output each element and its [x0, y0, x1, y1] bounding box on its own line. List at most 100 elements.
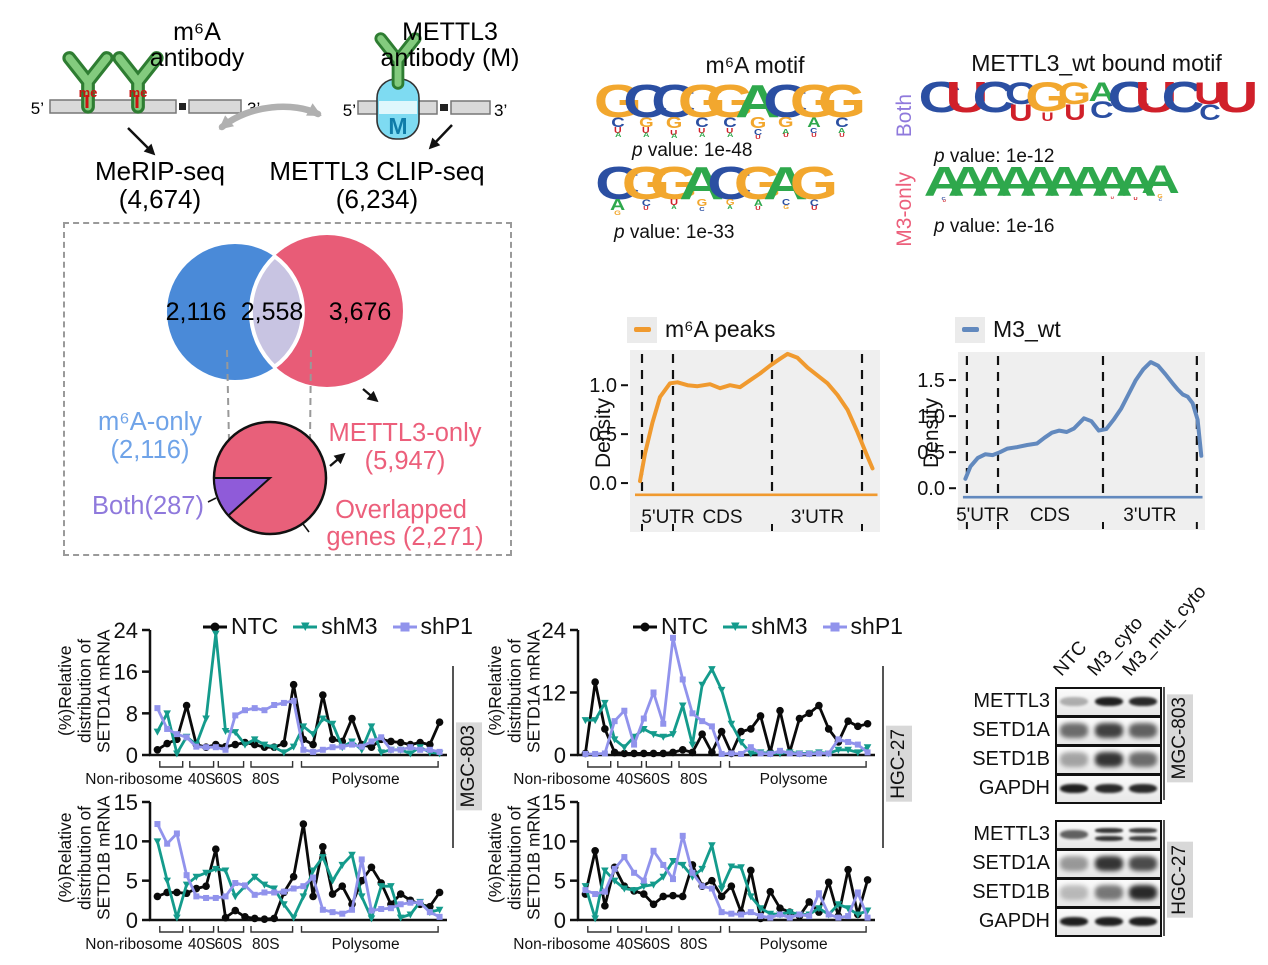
- mgc803-group-line: [452, 666, 454, 848]
- marker-shM3: [844, 746, 852, 754]
- marker-NTC: [708, 748, 716, 757]
- venn-pie-panel: 2,116 2,558 3,676 m⁶A-only (2,116) METTL…: [92, 235, 484, 551]
- marker-shM3: [698, 681, 706, 689]
- marker-shM3: [727, 863, 736, 871]
- marker-NTC: [396, 738, 405, 747]
- marker-shP1: [640, 877, 647, 884]
- motif-letter-stack: A: [1067, 158, 1109, 205]
- marker-NTC: [649, 900, 658, 909]
- marker-shP1: [631, 741, 638, 748]
- marker-shP1: [280, 699, 287, 706]
- marker-shM3: [270, 885, 278, 893]
- marker-shM3: [834, 901, 843, 909]
- blot-band: [1129, 885, 1157, 900]
- blot-strip-setd1a: [1055, 716, 1162, 746]
- marker-NTC: [289, 872, 298, 881]
- marker-shM3: [581, 717, 590, 725]
- marker-NTC: [756, 712, 765, 720]
- marker-shP1: [650, 689, 657, 696]
- blot-band: [1060, 917, 1088, 926]
- svg-text:0: 0: [554, 743, 566, 768]
- marker-NTC: [270, 914, 278, 923]
- marker-NTC: [299, 820, 308, 828]
- marker-NTC: [396, 890, 405, 898]
- marker-NTC: [435, 718, 444, 726]
- marker-shM3: [153, 728, 162, 736]
- mettl3-antibody-title-1: METTL3: [402, 18, 498, 46]
- marker-NTC: [630, 749, 638, 758]
- merip-seq-count: (4,674): [119, 184, 201, 214]
- me-tag: me: [129, 85, 148, 100]
- marker-shP1: [689, 710, 696, 717]
- marker-shP1: [825, 911, 832, 918]
- marker-shM3: [299, 893, 308, 901]
- legend-label: m⁶A peaks: [665, 316, 776, 342]
- marker-shM3: [834, 746, 843, 754]
- marker-shP1: [339, 743, 346, 750]
- arrow-to-merip: [127, 127, 156, 156]
- marker-NTC: [620, 749, 629, 758]
- svg-text:CDS: CDS: [1030, 505, 1070, 526]
- marker-shM3: [319, 854, 327, 862]
- both-motif-side-label: Both: [893, 94, 916, 138]
- setd1b-hgc27-chart: 0 5 10 15 Non-ribosome 40S 60S 80S Polysome: [513, 790, 875, 953]
- marker-shM3: [717, 885, 726, 893]
- marker-NTC: [747, 866, 755, 875]
- marker-shP1: [854, 741, 861, 748]
- marker-shP1: [241, 707, 248, 714]
- blot-band: [1094, 697, 1123, 706]
- mgc803-group-label: MGC-803: [456, 722, 482, 811]
- marker-shM3: [280, 901, 288, 909]
- marker-shM3: [396, 914, 405, 922]
- marker-shP1: [232, 712, 239, 719]
- marker-shM3: [173, 750, 181, 758]
- svg-text:15: 15: [114, 790, 138, 815]
- svg-text:CDS: CDS: [702, 507, 742, 528]
- both-label: Both(287): [92, 492, 204, 520]
- blot-band: [1060, 856, 1088, 871]
- five-prime-label: 5’: [343, 101, 356, 120]
- marker-shP1: [708, 885, 715, 892]
- marker-shM3: [173, 914, 181, 922]
- marker-shP1: [601, 750, 608, 757]
- marker-shM3: [844, 905, 852, 913]
- marker-shP1: [815, 750, 822, 757]
- me-tag: me: [79, 85, 98, 100]
- marker-shM3: [250, 873, 259, 881]
- series-line-shM3: [156, 632, 440, 755]
- blot-hgc27-label: HGC-27: [1167, 842, 1193, 918]
- mettl3-only-count: (5,947): [365, 447, 446, 475]
- blot-band: [1060, 784, 1088, 793]
- marker-NTC: [601, 902, 609, 910]
- blot-band: [1094, 828, 1123, 833]
- marker-shM3: [406, 750, 415, 758]
- motif-letter-stack: U: [1134, 73, 1177, 122]
- marker-shP1: [738, 911, 745, 918]
- marker-NTC: [367, 863, 376, 872]
- marker-NTC: [659, 749, 668, 758]
- marker-shP1: [592, 891, 599, 898]
- hgc27-group-label: HGC-27: [886, 726, 912, 802]
- svg-text:Non-ribosome: Non-ribosome: [85, 771, 182, 788]
- blot-band: [1129, 752, 1157, 767]
- marker-NTC: [776, 706, 784, 715]
- blot-row-label: GAPDH: [978, 910, 1050, 932]
- mettl3-antibody-title-2: antibody (M): [381, 44, 520, 72]
- marker-shP1: [611, 718, 618, 725]
- svg-text:80S: 80S: [680, 771, 708, 788]
- marker-shM3: [289, 743, 298, 751]
- marker-shM3: [591, 915, 599, 923]
- m3wt-density-plot: 0.0 0.5 1.0 1.5 5'UTR CDS 3'UTR: [917, 352, 1205, 530]
- marker-shM3: [328, 877, 337, 885]
- marker-shP1: [183, 734, 190, 741]
- marker-NTC: [250, 740, 259, 749]
- blot-band: [1094, 856, 1123, 871]
- marker-shM3: [338, 861, 347, 869]
- marker-shP1: [660, 720, 667, 727]
- marker-NTC: [824, 878, 833, 887]
- marker-shP1: [611, 865, 618, 872]
- marker-shM3: [630, 887, 638, 895]
